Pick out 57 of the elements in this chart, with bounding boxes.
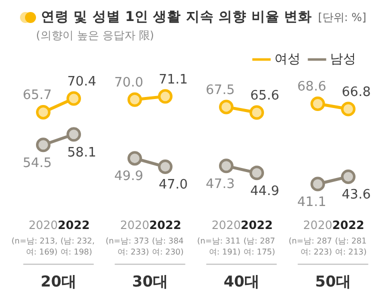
point (128, 151, 142, 166)
data-label: 71.1 (158, 72, 188, 88)
text: (n=남: 373 여: 233) (106, 236, 149, 256)
data-label: 49.9 (114, 169, 144, 184)
point (341, 102, 356, 116)
data-label: 67.5 (206, 82, 235, 98)
text: (n=남: 287 여: 223) (288, 236, 332, 256)
text: [단위: %] (318, 10, 366, 24)
point (36, 138, 50, 152)
point (310, 96, 325, 111)
data-label: 68.6 (297, 80, 326, 95)
chart-title: 연령 및 성별 1인 생활 지속 의향 비율 변화 (41, 8, 312, 26)
text: 50대 (315, 272, 351, 291)
data-label: 44.9 (250, 184, 280, 199)
text: (남: 384 여: 230) (152, 236, 184, 256)
data-label: 47.0 (158, 178, 188, 193)
text: 30대 (132, 272, 168, 291)
x-tick-label: 2020 (28, 218, 58, 232)
legend-label: 여성 (274, 52, 300, 67)
text: 20대 (40, 272, 76, 291)
point (158, 160, 172, 174)
data-label: 47.3 (206, 176, 235, 192)
point (66, 127, 81, 142)
text: (n=남: 311 여: 191) (197, 236, 240, 256)
point (219, 158, 234, 174)
point (158, 89, 172, 104)
data-label: 66.8 (342, 84, 371, 100)
x-tick-label: 2020 (120, 218, 150, 232)
chart-subtitle: (의향이 높은 응답자 限) (35, 28, 156, 43)
text: (n=남: 213, 여: 169) (12, 236, 58, 256)
x-tick-label: 2022 (149, 218, 182, 232)
point (219, 100, 234, 114)
data-label: 41.1 (297, 194, 326, 210)
x-tick-label: 2022 (332, 218, 364, 232)
text: (남: 232, 여: 198) (60, 236, 95, 256)
point (36, 104, 50, 120)
data-label: 70.4 (67, 74, 96, 90)
point (66, 91, 81, 106)
data-label: 58.1 (67, 145, 96, 160)
text: 40대 (224, 272, 260, 291)
data-label: 65.6 (250, 88, 280, 104)
data-label: 43.6 (342, 188, 371, 203)
point (250, 105, 264, 120)
data-label: 65.7 (22, 88, 52, 104)
x-tick-label: 2020 (303, 218, 332, 232)
x-tick-label: 2022 (58, 218, 90, 232)
text: (남: 281 여: 213) (335, 236, 367, 256)
legend-label: 남성 (330, 52, 356, 67)
data-label: 70.0 (114, 76, 144, 91)
text: (남: 287 여: 175) (244, 236, 276, 256)
point (310, 176, 325, 192)
point (128, 92, 142, 107)
x-tick-label: 2022 (240, 218, 273, 232)
point (341, 169, 356, 184)
point (250, 166, 264, 180)
data-label: 54.5 (22, 156, 52, 171)
x-tick-label: 2020 (212, 218, 241, 232)
